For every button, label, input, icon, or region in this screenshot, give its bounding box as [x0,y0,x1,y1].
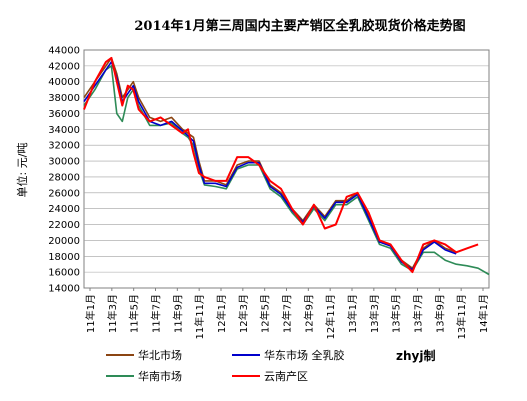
y-tick-label: 32000 [48,141,80,152]
x-tick-labels: 11年1月 11年3月 11年5月 11年7月 11年9月 11年11月 12年1月 12年3… [84,288,490,339]
y-tick-label: 16000 [48,268,80,279]
y-tick-labels: 14000 16000 18000 20000 22000 24000 26000 28000… [48,46,80,295]
x-tick-label: 13年7月 [412,294,425,333]
y-tick-label: 18000 [48,252,80,263]
x-tick-label: 12年11月 [324,294,337,339]
x-tick-label: 13年11月 [455,294,468,339]
x-tick-label: 12年9月 [302,294,315,333]
y-tick-label: 20000 [48,236,80,247]
x-tick-label: 12年5月 [259,294,272,333]
x-tick-label: 11年11月 [193,294,206,339]
y-tick-label: 40000 [48,77,80,88]
chart-credit: zhyj制 [396,348,435,363]
y-tick-label: 26000 [48,188,80,199]
y-tick-label: 28000 [48,172,80,183]
legend: 华北市场 华东市场 全乳胶 华南市场 云南产区 zhyj制 [106,348,435,383]
legend-label-yunnan: 云南产区 [264,369,308,383]
x-tick-label: 11年7月 [150,294,163,333]
chart-title: 2014年1月第三周国内主要产销区全乳胶现货价格走势图 [134,18,465,34]
x-tick-label: 13年9月 [433,294,446,333]
series-lines [83,56,490,276]
y-tick-label: 30000 [48,157,80,168]
y-tick-label: 44000 [48,46,80,57]
x-tick-label: 11年1月 [84,294,97,333]
x-tick-label: 13年3月 [368,294,381,333]
y-tick-label: 38000 [48,93,80,104]
y-tick-label: 22000 [48,220,80,231]
series-line-1 [83,61,457,271]
y-axis-label: 单位: 元/吨 [15,143,29,198]
x-tick-label: 14年1月 [477,294,490,333]
x-tick-label: 12年3月 [237,294,250,333]
y-tick-label: 34000 [48,125,80,136]
grid-lines [84,65,489,273]
y-tick-label: 36000 [48,109,80,120]
x-tick-label: 11年5月 [128,294,141,333]
x-tick-label: 13年5月 [390,294,403,333]
x-tick-label: 12年1月 [215,294,228,333]
legend-label-huabei: 华北市场 [138,348,182,362]
x-tick-label: 11年9月 [171,294,184,333]
legend-label-huadong: 华东市场 全乳胶 [264,348,345,362]
y-tick-label: 42000 [48,61,80,72]
y-tick-label: 14000 [48,284,80,295]
legend-label-huanan: 华南市场 [138,369,182,383]
x-tick-label: 12年7月 [281,294,294,333]
y-tick-label: 24000 [48,204,80,215]
x-tick-label: 13年1月 [346,294,359,333]
series-line-3 [83,56,479,274]
x-tick-label: 11年3月 [106,294,119,333]
